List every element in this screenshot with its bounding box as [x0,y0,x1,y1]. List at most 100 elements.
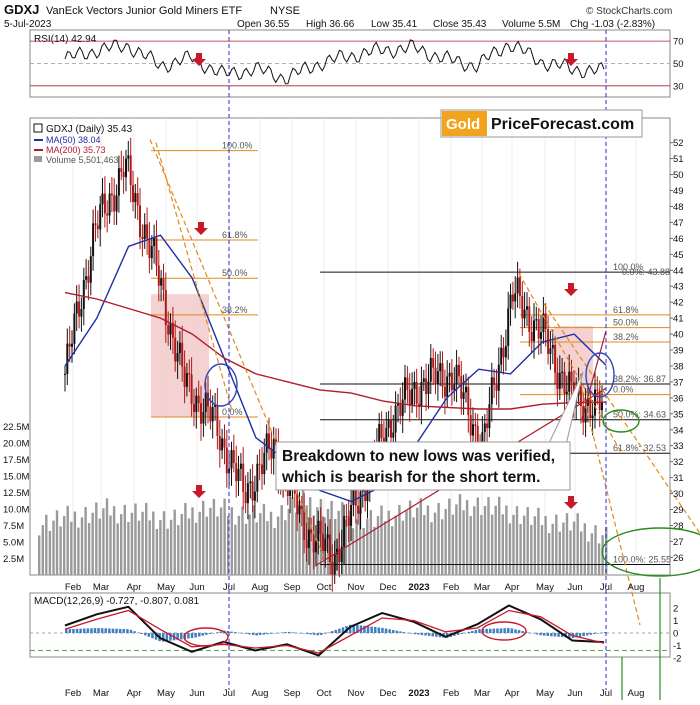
candle-body [96,225,99,230]
volume-bar [105,498,109,575]
macd-histogram-bar [305,633,309,634]
macd-histogram-bar [147,633,151,637]
candle-body [103,193,106,214]
candle-body [324,538,327,551]
volume-bar [358,510,362,575]
volume-bar [437,503,440,575]
volume-tick-label: 20.0M [3,439,29,450]
candle-body [178,342,181,353]
legend-price: GDXJ (Daily) 35.43 [46,124,133,135]
macd-histogram-bar [330,631,334,633]
resistance-trendline [581,330,607,419]
volume-bar [391,526,394,575]
candle-body [441,363,444,387]
candle-body [399,403,402,416]
candle-body [176,353,179,362]
candle-body [190,374,193,404]
volume-bar [569,530,572,575]
volume-bar [558,531,561,575]
volume-bar [102,508,105,575]
volume-bar [494,505,497,575]
candle-body [129,155,132,186]
volume-bar [351,528,355,575]
volume-bar [91,512,94,575]
macd-histogram-bar [471,630,474,633]
macd-histogram-bar [463,632,467,634]
volume-bar [227,516,230,575]
candle-body [380,424,383,438]
macd-histogram-bar [309,633,312,635]
volume-bar [166,528,169,575]
fib-label-2022: 38.2% [222,305,248,315]
macd-histogram-bar [205,633,208,635]
macd-histogram-bar [312,633,316,635]
macd-histogram-bar [169,633,172,641]
candle-body [169,322,172,335]
candle-body [338,548,341,563]
volume-bar [583,523,586,575]
candle-body [202,412,205,424]
macd-histogram-bar [489,628,492,633]
volume-bar [284,520,287,575]
candle-body [132,185,134,202]
candle-body [64,373,66,375]
candle-body [364,485,367,501]
macd-signal-line [64,609,605,654]
volume-bar [291,497,294,575]
macd-histogram-bar [478,629,481,633]
volume-bar [366,519,369,575]
candle-body [357,505,360,514]
macd-histogram-bar [550,633,553,637]
volume-bar [80,517,84,575]
macd-histogram-bar [363,625,366,633]
volume-bar [530,524,533,575]
macd-histogram-bar [233,632,237,633]
candle-body [221,438,224,451]
volume-bar [309,497,312,575]
candle-body [406,377,409,391]
candle-body [223,438,226,448]
volume-bar [159,520,162,575]
candle-body [193,404,195,412]
volume-bar [412,517,415,575]
volume-bar [87,523,91,575]
macd-histogram-bar [230,631,233,633]
price-tick-label: 49 [673,186,684,197]
down-arrow-marker [564,496,578,509]
candle-body [467,386,470,415]
volume-bars [38,489,608,575]
volume-bar [209,507,212,575]
price-tick-label: 50 [673,170,684,181]
macd-histogram-bar [100,628,104,633]
legend-volume: Volume 5,501,463 [46,155,119,165]
change-value: Chg -1.03 (-2.83%) [570,19,655,30]
candle-body [319,520,322,534]
volume-bar [55,510,59,575]
candle-body [310,529,313,534]
volume-bar [66,505,69,575]
price-tick-label: 40 [673,330,684,341]
macd-histogram-bar [295,632,298,634]
price-tick-label: 44 [673,266,684,277]
macd-histogram-bar [341,627,345,633]
candle-body [265,433,268,453]
candle-body [387,419,390,428]
candle-body [486,423,489,429]
macd-histogram-bar [287,631,291,633]
candle-body [425,378,428,395]
volume-bar [269,511,273,575]
volume-tick-label: 12.5M [3,488,29,499]
macd-ellipse-2023 [481,621,527,641]
candle-body [261,464,263,475]
volume-bar [523,515,526,575]
macd-histogram-bar [83,628,86,633]
candle-body [514,293,517,302]
volume-bar [262,503,266,575]
macd-histogram-bar [133,631,136,633]
candle-body [331,561,334,575]
candle-body [209,406,212,422]
volume-bar [408,500,412,575]
candle-body [270,448,273,459]
legend-ma200: MA(200) 35.73 [46,145,106,155]
candle-body [110,193,113,196]
